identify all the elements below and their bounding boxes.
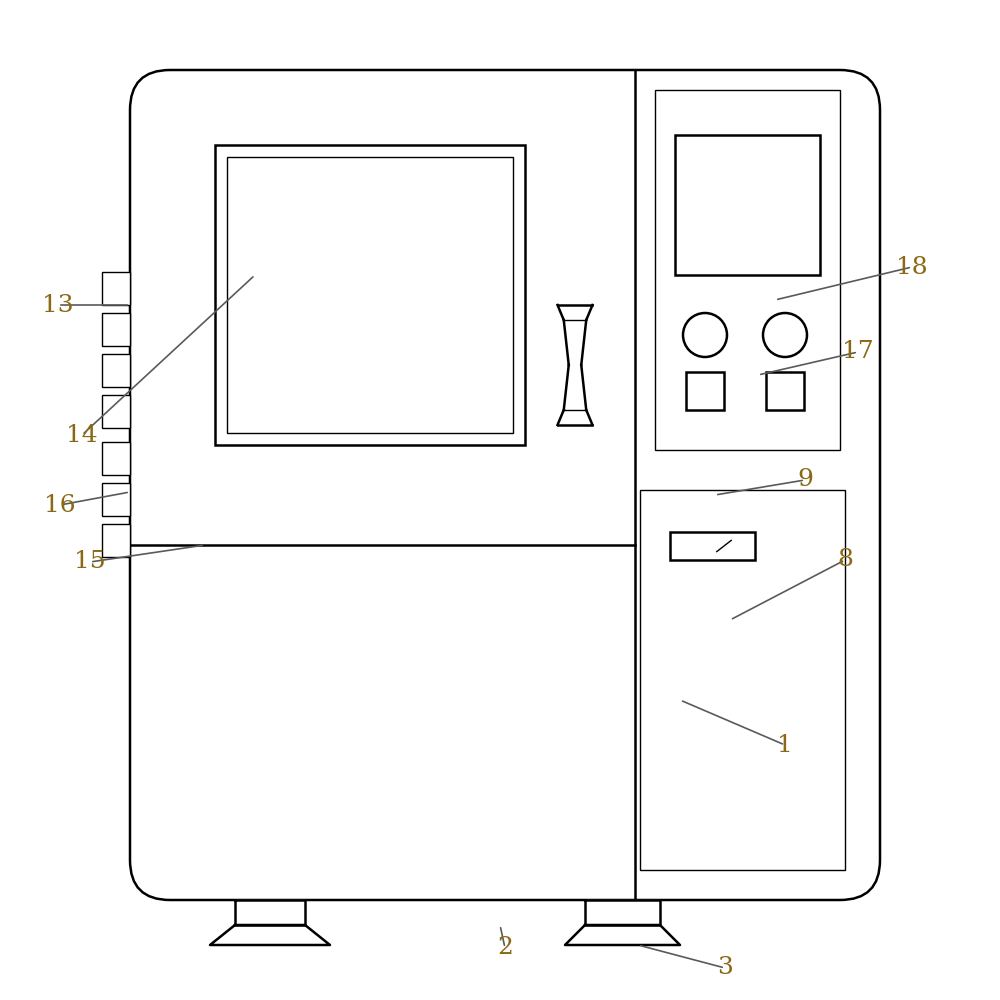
Bar <box>227 157 513 433</box>
Bar <box>102 272 130 305</box>
Text: 15: 15 <box>74 550 106 574</box>
Bar <box>686 372 724 410</box>
Bar <box>675 135 820 275</box>
Polygon shape <box>210 925 330 945</box>
Text: 14: 14 <box>66 424 98 446</box>
Bar <box>102 483 130 516</box>
FancyBboxPatch shape <box>130 70 880 900</box>
Bar <box>215 145 525 445</box>
Polygon shape <box>235 900 305 925</box>
Text: 16: 16 <box>44 493 76 516</box>
Polygon shape <box>585 900 660 925</box>
Bar <box>102 442 130 475</box>
Text: 3: 3 <box>717 956 733 980</box>
Text: 18: 18 <box>896 255 928 278</box>
Text: 1: 1 <box>777 734 793 756</box>
Bar <box>102 395 130 428</box>
Bar <box>766 372 804 410</box>
Polygon shape <box>565 925 680 945</box>
Bar <box>102 524 130 557</box>
Text: 8: 8 <box>837 548 853 572</box>
Bar <box>670 532 755 560</box>
Bar <box>102 313 130 346</box>
Bar <box>102 354 130 387</box>
Bar <box>640 490 845 870</box>
Text: 2: 2 <box>497 936 513 960</box>
Text: 17: 17 <box>842 340 874 363</box>
Text: 13: 13 <box>42 294 74 316</box>
Bar <box>655 90 840 450</box>
Text: 9: 9 <box>797 468 813 491</box>
